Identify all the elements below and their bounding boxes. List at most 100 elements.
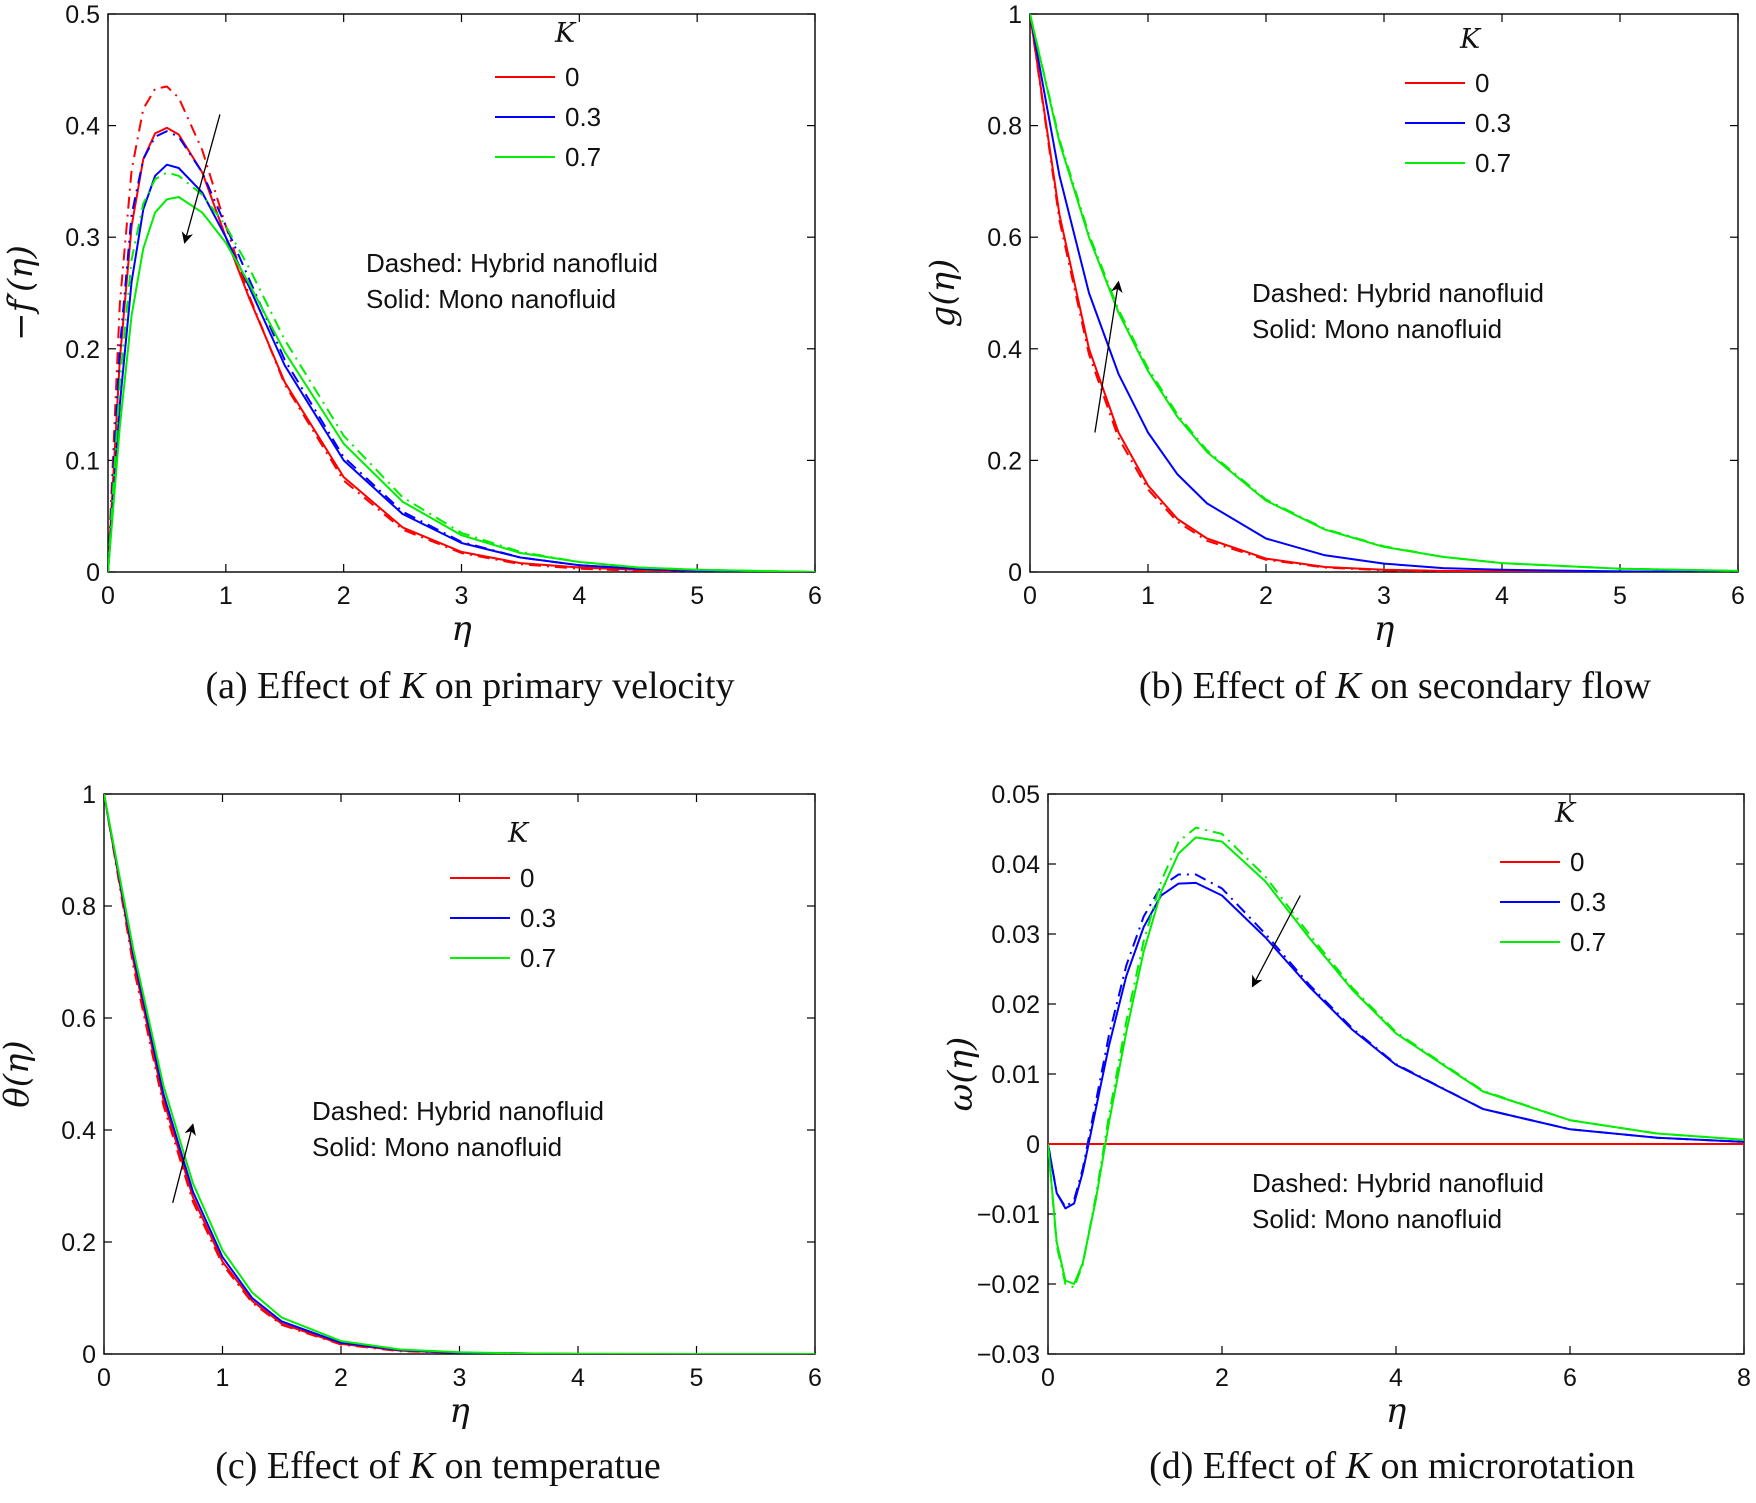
panel-b-ytick-label: 0.6 (987, 224, 1022, 252)
panel-d-ytick-label: 0.01 (991, 1061, 1040, 1089)
panel-c-legend-label: 0.7 (520, 943, 556, 973)
panel-b-series-line (1030, 14, 1738, 572)
panel-d-xtick-label: 2 (1215, 1364, 1229, 1392)
panel-d: 0 2 4 6 8 −0.03 −0.02 −0.01 0 0.01 0.02 0.03 0.04 0.0… (941, 781, 1751, 1487)
panel-d-ytick-label: −0.03 (977, 1341, 1040, 1369)
panel-b-xtick-label: 2 (1259, 582, 1273, 610)
panel-d-xtick-label: 8 (1737, 1364, 1751, 1392)
panel-c-xtick-label: 6 (808, 1364, 822, 1392)
panel-a-legend-title: K (554, 18, 577, 49)
panel-b-legend-label: 0.3 (1475, 108, 1511, 138)
panel-a-ylabel: −f′(η) (1, 245, 41, 341)
panel-a-series-line (108, 130, 815, 572)
panel-b-xtick-label: 5 (1613, 582, 1627, 610)
panel-c-ytick-label: 0.4 (61, 1117, 96, 1145)
panel-b-ytick-label: 0.8 (987, 113, 1022, 141)
panel-a-legend-label: 0.7 (565, 142, 601, 172)
panel-b-xtick-label: 3 (1377, 582, 1391, 610)
panel-b-legend-title: K (1459, 24, 1482, 55)
panel-a-ytick-label: 0.2 (65, 336, 100, 364)
panel-b-legend-label: 0.7 (1475, 148, 1511, 178)
panel-d-trend-arrow (1251, 895, 1301, 988)
panel-c-legend-title: K (507, 818, 530, 849)
panel-d-ytick-label: 0.04 (991, 851, 1040, 879)
panel-b-ytick-label: 0.2 (987, 447, 1022, 475)
panel-d-xtick-label: 6 (1563, 1364, 1577, 1392)
panel-b-xtick-label: 6 (1731, 582, 1745, 610)
panel-b-ylabel: g(η) (923, 259, 963, 328)
panel-c-xlabel: η (449, 1391, 470, 1431)
panel-d-note-line: Solid: Mono nanofluid (1252, 1204, 1502, 1234)
panel-d-xtick-label: 0 (1041, 1364, 1055, 1392)
panel-d-series-line (1048, 873, 1744, 1208)
panel-c: 0 1 2 3 4 5 6 0 0.2 0.4 0.6 0.8 1 η θ(η) K 0 0.3 0.7 Dashed… (0, 781, 822, 1487)
panel-c-xtick-label: 2 (334, 1364, 348, 1392)
panel-d-note-line: Dashed: Hybrid nanofluid (1252, 1168, 1544, 1198)
panel-b-note-line: Solid: Mono nanofluid (1252, 314, 1502, 344)
panel-b: 0 1 2 3 4 5 6 0 0.2 0.4 0.6 0.8 1 η g(η) K 0 0.3 0.7 Dashed… (923, 1, 1745, 707)
panel-a-note-line: Solid: Mono nanofluid (366, 284, 616, 314)
panel-c-ytick-label: 0.2 (61, 1229, 96, 1257)
panel-d-axes-frame (1047, 793, 1745, 1355)
panel-d-legend-label: 0.7 (1570, 927, 1606, 957)
panel-c-xtick-label: 0 (97, 1364, 111, 1392)
panel-b-series-line (1030, 14, 1738, 572)
panel-a-note-line: Dashed: Hybrid nanofluid (366, 248, 658, 278)
panel-d-legend-label: 0.3 (1570, 887, 1606, 917)
panel-d-ytick-label: 0 (1026, 1131, 1040, 1159)
panel-a-xtick-label: 0 (101, 582, 115, 610)
panel-a-xtick-label: 3 (455, 582, 469, 610)
panel-c-ytick-label: 0.6 (61, 1005, 96, 1033)
panel-c-ytick-label: 0.8 (61, 893, 96, 921)
panel-c-xtick-label: 5 (690, 1364, 704, 1392)
panel-b-legend-label: 0 (1475, 68, 1489, 98)
panel-a: 0 1 2 3 4 5 6 0 0.1 0.2 0.3 0.4 0.5 η −f′(η) K 0 0.3 0.7 Da… (1, 1, 822, 707)
panel-a-legend-label: 0.3 (565, 102, 601, 132)
panel-a-ytick-label: 0.5 (65, 1, 100, 29)
panel-d-ytick-label: 0.02 (991, 991, 1040, 1019)
panel-a-xtick-label: 1 (219, 582, 233, 610)
panel-d-caption: (d) Effect of K on microrotation (1149, 1445, 1635, 1487)
panel-d-series-line (1048, 826, 1744, 1289)
panel-b-xtick-label: 0 (1023, 582, 1037, 610)
panel-d-ylabel: ω(η) (941, 1037, 981, 1112)
panel-b-xtick-label: 1 (1141, 582, 1155, 610)
panel-a-xtick-label: 5 (690, 582, 704, 610)
panel-a-legend-label: 0 (565, 62, 579, 92)
panel-c-ylabel: θ(η) (0, 1040, 37, 1107)
panel-c-note-line: Dashed: Hybrid nanofluid (312, 1096, 604, 1126)
panel-c-xtick-label: 1 (216, 1364, 230, 1392)
panel-a-series-line (108, 126, 815, 572)
panel-c-legend-label: 0.3 (520, 903, 556, 933)
panel-b-caption: (b) Effect of K on secondary flow (1139, 665, 1652, 707)
panel-c-ytick-label: 0 (82, 1341, 96, 1369)
panel-d-ytick-label: 0.03 (991, 921, 1040, 949)
panel-c-caption: (c) Effect of K on temperatue (215, 1445, 661, 1487)
panel-c-series-line (104, 794, 815, 1354)
panel-a-ytick-label: 0 (86, 559, 100, 587)
panel-c-trend-arrow (172, 1123, 196, 1203)
panel-a-ytick-label: 0.1 (65, 447, 100, 475)
panel-b-xtick-label: 4 (1495, 582, 1509, 610)
panel-c-xtick-label: 3 (453, 1364, 467, 1392)
panel-b-series-line (1030, 14, 1738, 572)
panel-c-xtick-label: 4 (571, 1364, 585, 1392)
panel-d-ytick-label: −0.01 (977, 1201, 1040, 1229)
panel-d-ytick-label: 0.05 (991, 781, 1040, 809)
panel-d-legend-label: 0 (1570, 847, 1584, 877)
panel-b-ytick-label: 0 (1008, 559, 1022, 587)
panel-a-series-line (108, 85, 815, 572)
panel-a-xtick-label: 6 (808, 582, 822, 610)
panel-c-note-line: Solid: Mono nanofluid (312, 1132, 562, 1162)
panel-a-series-line (108, 196, 815, 572)
panel-d-xtick-label: 4 (1389, 1364, 1403, 1392)
panel-a-ytick-label: 0.3 (65, 224, 100, 252)
panel-a-caption: (a) Effect of K on primary velocity (205, 665, 734, 707)
panel-b-ytick-label: 1 (1008, 1, 1022, 29)
panel-b-xlabel: η (1374, 609, 1395, 649)
panel-b-ytick-label: 0.4 (987, 336, 1022, 364)
panel-b-note-line: Dashed: Hybrid nanofluid (1252, 278, 1544, 308)
panel-a-xtick-label: 4 (572, 582, 586, 610)
panel-a-xtick-label: 2 (337, 582, 351, 610)
